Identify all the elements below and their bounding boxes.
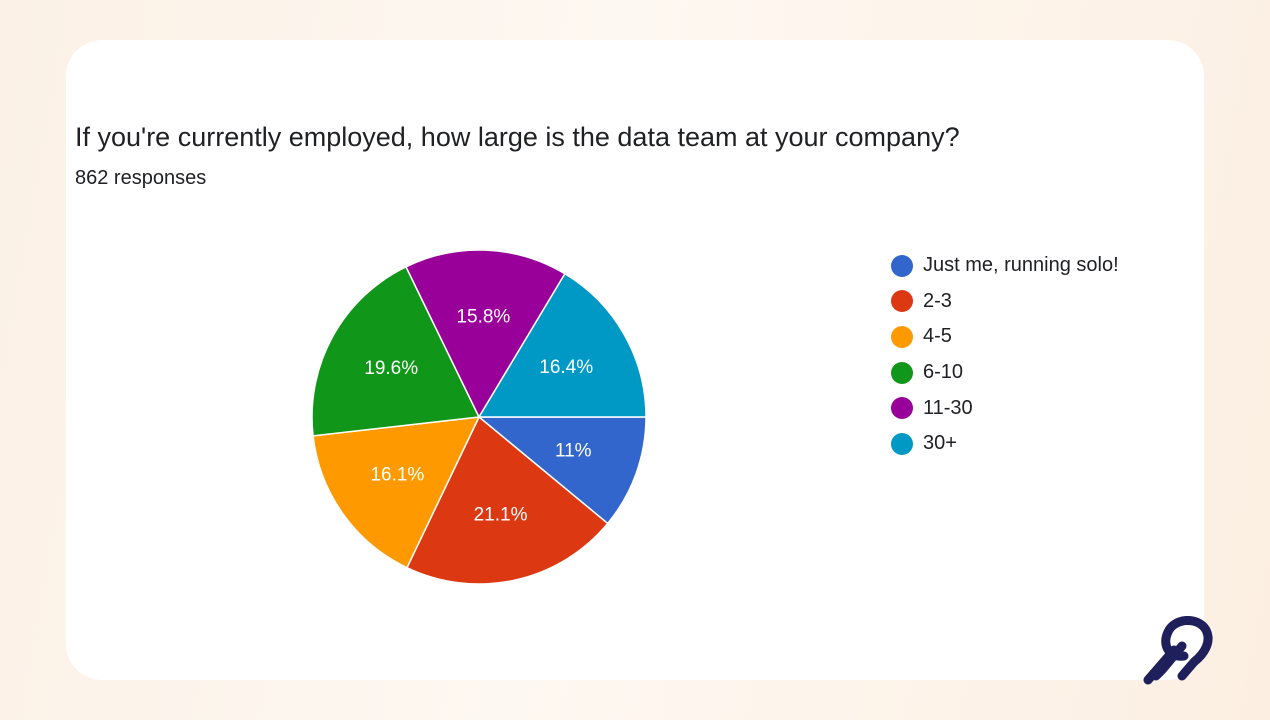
legend-item[interactable]: 6-10	[891, 355, 1119, 391]
legend-label: 30+	[923, 432, 957, 455]
legend-item[interactable]: Just me, running solo!	[891, 248, 1119, 284]
legend-dot-icon	[891, 254, 913, 277]
legend-label: 11-30	[923, 396, 973, 419]
slice-value-label: 16.4%	[539, 357, 593, 378]
legend-dot-icon	[891, 361, 913, 384]
legend-label: 4-5	[923, 325, 952, 348]
slice-value-label: 21.1%	[474, 504, 528, 525]
legend-item[interactable]: 11-30	[891, 390, 1119, 426]
legend-dot-icon	[891, 290, 913, 313]
legend-item[interactable]: 2-3	[891, 284, 1119, 320]
slice-value-label: 11%	[555, 440, 592, 461]
pie-slice-6[interactable]	[477, 272, 647, 418]
pie-slice-5[interactable]	[404, 249, 566, 419]
chart-legend: Just me, running solo! 2-3 4-5 6-10 11-30 30+	[891, 248, 1119, 462]
legend-item[interactable]: 4-5	[891, 319, 1119, 355]
pie-slice-1[interactable]	[476, 416, 647, 525]
legend-dot-icon	[891, 432, 913, 455]
slice-value-label: 16.1%	[370, 465, 424, 486]
legend-label: 6-10	[923, 361, 964, 384]
legend-label: Just me, running solo!	[923, 254, 1119, 277]
question-title: If you're currently employed, how large …	[75, 122, 960, 152]
pie-slice-3[interactable]	[312, 416, 481, 569]
legend-dot-icon	[891, 325, 913, 348]
pie-slice-2[interactable]	[405, 415, 609, 585]
response-count: 862 responses	[75, 167, 207, 189]
legend-item[interactable]: 30+	[891, 426, 1119, 462]
legend-label: 2-3	[923, 289, 952, 312]
legend-dot-icon	[891, 397, 913, 420]
slice-value-label: 19.6%	[364, 358, 418, 379]
pie-slice-4[interactable]	[311, 265, 481, 437]
brand-logo-icon	[1143, 616, 1213, 685]
slice-value-label: 15.8%	[456, 306, 510, 327]
